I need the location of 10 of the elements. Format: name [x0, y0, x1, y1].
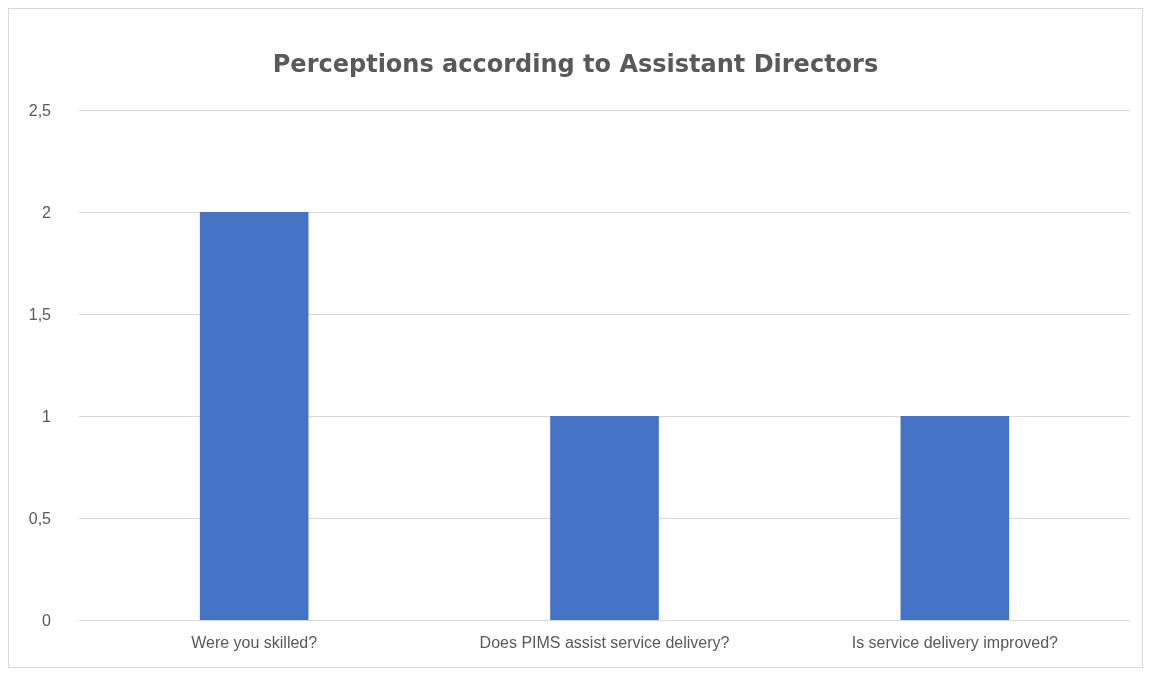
y-tick-label: 0,5 [28, 509, 52, 527]
y-tick-label: 1 [42, 407, 52, 425]
x-tick-label: Does PIMS assist service delivery? [479, 633, 730, 651]
y-tick-label: 2,5 [28, 101, 52, 119]
y-tick-label: 1,5 [28, 305, 52, 323]
y-tick-label: 2 [42, 203, 52, 221]
x-tick-label: Were you skilled? [191, 633, 318, 651]
x-tick-label: Is service delivery improved? [851, 633, 1059, 651]
chart-title: Perceptions according to Assistant Directors [272, 50, 879, 78]
y-tick-label: 0 [42, 611, 52, 629]
